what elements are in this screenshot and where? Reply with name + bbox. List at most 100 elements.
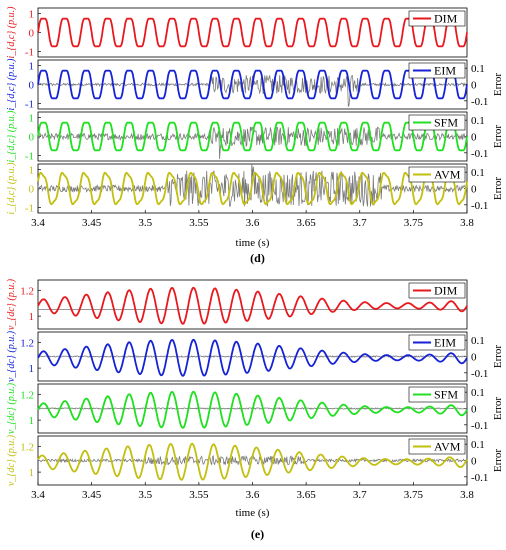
legend-box (408, 62, 466, 79)
error-tick-label: 0 (471, 132, 477, 144)
legend-label: DIM (434, 12, 458, 26)
y-tick-label: 1.2 (20, 285, 34, 297)
series-line-avm (37, 442, 468, 481)
y-axis-label: v_{dc} (p.u.) (6, 434, 17, 486)
error-tick-label: 0 (471, 456, 477, 468)
legend-box (408, 334, 466, 351)
panel-dim: 1 0 -1 i_{d,c} (p.u.) DIM (6, 6, 468, 59)
legend-label: DIM (434, 284, 458, 298)
error-tick-label: 0.1 (471, 115, 485, 127)
y-axis-label: v_{dc} (p.u.) (6, 278, 17, 330)
panel-eim: 1 0 -1 i_{d,c} (p.u.) 0.1 0 -0.1 Error EIM (6, 58, 504, 111)
y-tick-label: 0 (29, 184, 35, 196)
chart-1: 1.2 1 v_{dc} (p.u.) DIM 1.2 1 v_{dc} (p.u.) 0.1… (6, 278, 504, 541)
series-line-dim (37, 286, 468, 325)
legend-eim: EIM (408, 334, 466, 351)
y-axis-label: v_{dc} (p.u.) (6, 330, 17, 382)
x-tick-label: 3.7 (353, 489, 367, 501)
y-tick-label: 1 (29, 113, 35, 125)
chart-0: 1 0 -1 i_{d,c} (p.u.) DIM 1 0 -1 i_{d,c} (p.u.) 0… (6, 6, 504, 265)
x-axis-label: time (s) (236, 237, 270, 249)
error-tick-label: -0.1 (471, 96, 488, 108)
panel-eim: 1.2 1 v_{dc} (p.u.) 0.1 0 -0.1 Error EIM (6, 330, 504, 382)
figure-caption: (d) (250, 251, 265, 265)
legend-sfm: SFM (408, 386, 466, 403)
x-tick-label: 3.65 (297, 217, 317, 229)
y-axis-label: i_{d,c} (p.u.) (6, 110, 17, 163)
error-axis-label: Error (492, 345, 504, 369)
y-axis-label: i_{d,c} (p.u.) (6, 6, 17, 59)
y-axis-label: i_{d,c} (p.u.) (6, 162, 17, 215)
x-tick-label: 3.4 (31, 217, 45, 229)
series-line-sfm (37, 121, 468, 152)
error-line (37, 75, 468, 108)
legend-box (408, 386, 466, 403)
series-line-avm (37, 171, 468, 206)
x-tick-label: 3.75 (404, 489, 424, 501)
error-line (37, 126, 468, 160)
legend-label: SFM (434, 116, 458, 130)
y-tick-label: 1.2 (20, 337, 34, 349)
y-tick-label: -1 (25, 46, 34, 58)
legend-dim: DIM (408, 282, 466, 299)
legend-label: EIM (434, 336, 456, 350)
error-tick-label: -0.1 (471, 420, 488, 432)
figure-caption: (e) (251, 527, 264, 541)
y-tick-label: 1 (29, 467, 35, 479)
y-tick-label: 1 (29, 165, 35, 177)
error-tick-label: 0.1 (471, 387, 485, 399)
y-tick-label: 1 (29, 363, 35, 375)
error-tick-label: -0.1 (471, 368, 488, 380)
error-tick-label: 0.1 (471, 167, 485, 179)
x-tick-label: 3.65 (297, 489, 317, 501)
y-axis-label: i_{d,c} (p.u.) (6, 58, 17, 111)
error-axis-label: Error (492, 73, 504, 97)
error-tick-label: -0.1 (471, 148, 488, 160)
error-tick-label: -0.1 (471, 200, 488, 212)
series-line-sfm (37, 390, 468, 429)
x-tick-label: 3.6 (246, 217, 260, 229)
x-tick-label: 3.8 (460, 217, 474, 229)
y-tick-label: -1 (25, 202, 34, 214)
legend-eim: EIM (408, 62, 466, 79)
legend-box (408, 114, 466, 131)
legend-sfm: SFM (408, 114, 466, 131)
x-tick-label: 3.7 (353, 217, 367, 229)
x-tick-label: 3.55 (189, 489, 209, 501)
error-axis-label: Error (492, 177, 504, 201)
error-tick-label: 0 (471, 404, 477, 416)
legend-box (408, 438, 466, 455)
panel-sfm: 1 0 -1 i_{d,c} (p.u.) 0.1 0 -0.1 Error SFM (6, 110, 504, 163)
x-tick-label: 3.6 (246, 489, 260, 501)
panel-avm: 1.2 1 v_{dc} (p.u.) 0.1 0 -0.1 Error AVM (6, 434, 504, 486)
series-line-eim (37, 69, 468, 100)
y-tick-label: 0 (29, 28, 35, 40)
y-tick-label: 1 (29, 61, 35, 73)
x-tick-label: 3.5 (138, 489, 152, 501)
error-tick-label: 0.1 (471, 439, 485, 451)
y-tick-label: 0 (29, 132, 35, 144)
series-line-eim (37, 338, 468, 377)
y-axis-label: v_{dc} (p.u.) (6, 382, 17, 434)
legend-avm: AVM (408, 166, 466, 183)
x-tick-label: 3.4 (31, 489, 45, 501)
legend-label: AVM (434, 440, 461, 454)
y-tick-label: -1 (25, 98, 34, 110)
y-tick-label: 0 (29, 80, 35, 92)
error-tick-label: 0 (471, 184, 477, 196)
x-tick-label: 3.75 (404, 217, 424, 229)
legend-label: EIM (434, 64, 456, 78)
panel-sfm: 1.2 1 v_{dc} (p.u.) 0.1 0 -0.1 Error SFM (6, 382, 504, 434)
y-tick-label: 1.2 (20, 389, 34, 401)
y-tick-label: 1 (29, 415, 35, 427)
legend-box (408, 282, 466, 299)
y-tick-label: 1 (29, 311, 35, 323)
legend-label: AVM (434, 168, 461, 182)
x-tick-label: 3.45 (82, 489, 102, 501)
x-tick-label: 3.55 (189, 217, 209, 229)
y-tick-label: 1 (29, 9, 35, 21)
legend-avm: AVM (408, 438, 466, 455)
error-tick-label: 0.1 (471, 335, 485, 347)
legend-dim: DIM (408, 10, 466, 27)
